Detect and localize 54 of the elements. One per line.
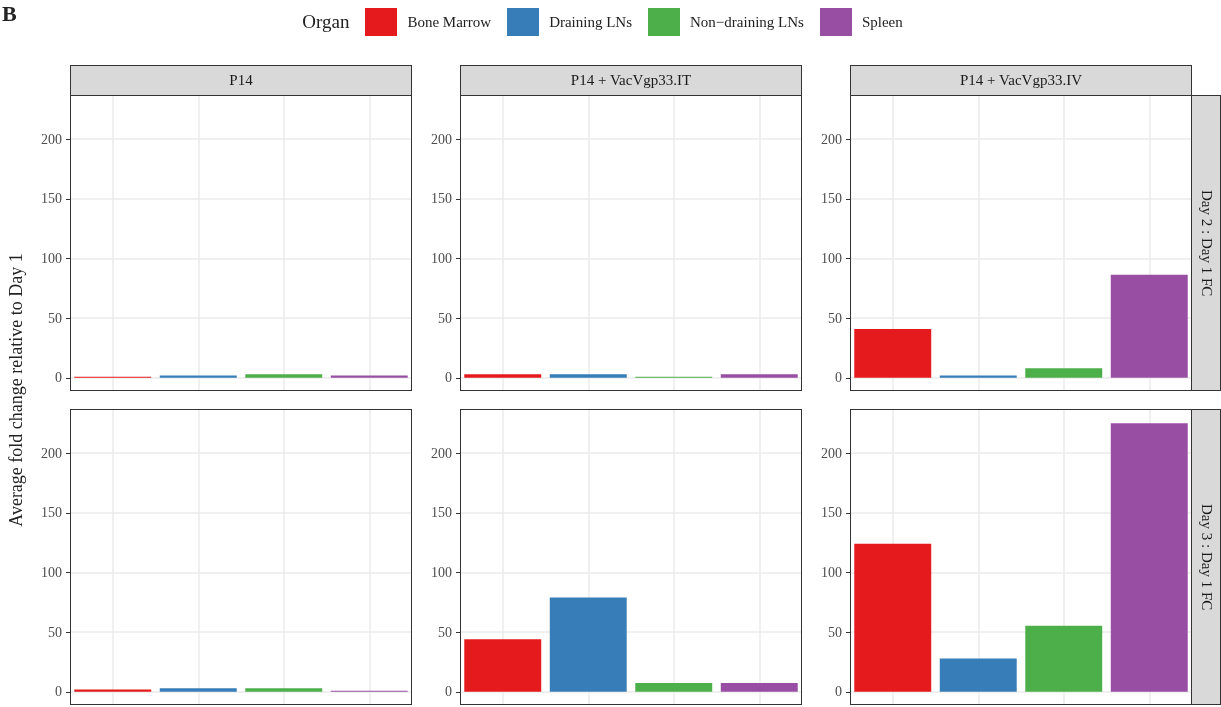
y-tick-label: 0 [55, 370, 62, 386]
y-tick-label: 150 [41, 505, 62, 521]
text: Day 2 : Day 1 FC [1191, 95, 1221, 391]
y-tick-label: 100 [41, 251, 62, 267]
y-tick-label: 150 [41, 191, 62, 207]
text: B [2, 1, 17, 26]
y-tick-label: 50 [438, 624, 452, 640]
y-tick-label: 150 [431, 191, 452, 207]
y-tick-label: 50 [438, 310, 452, 326]
bar [1025, 625, 1103, 692]
y-tick-label: 100 [821, 565, 842, 581]
y-tick-label: 100 [431, 251, 452, 267]
bar [464, 639, 542, 692]
bar [549, 597, 627, 692]
y-tick-label: 200 [821, 131, 842, 147]
bar [720, 682, 798, 692]
bar [939, 375, 1017, 378]
bar [854, 328, 932, 378]
y-tick-label: 100 [821, 251, 842, 267]
chart-title: P14 + VacVgp33.IV [850, 65, 1192, 96]
y-tick-label: 0 [835, 684, 842, 700]
bar [939, 658, 1017, 692]
bar [635, 682, 713, 692]
y-tick-label: 0 [55, 684, 62, 700]
y-tick-label: 100 [431, 565, 452, 581]
text: Day 3 : Day 1 FC [1191, 409, 1221, 705]
y-tick-label: 200 [431, 131, 452, 147]
y-tick-label: 200 [41, 445, 62, 461]
y-tick-label: 150 [821, 191, 842, 207]
y-tick-label: 100 [41, 565, 62, 581]
y-tick-label: 150 [431, 505, 452, 521]
y-tick-label: 0 [445, 684, 452, 700]
chart-title: P14 + VacVgp33.IT [460, 65, 802, 96]
bar [1110, 274, 1188, 378]
y-tick-label: 50 [48, 624, 62, 640]
y-tick-label: 150 [821, 505, 842, 521]
y-tick-label: 200 [821, 445, 842, 461]
bar [1025, 368, 1103, 378]
y-tick-label: 50 [48, 310, 62, 326]
legend-label: Draining LNs [549, 13, 633, 31]
legend-label: Non−draining LNs [690, 13, 804, 31]
y-tick-label: 0 [835, 370, 842, 386]
y-tick-label: 200 [431, 445, 452, 461]
legend-label: Spleen [861, 13, 903, 31]
bar [854, 543, 932, 692]
y-axis-title: Average fold change relative to Day 1 [5, 253, 27, 527]
y-tick-label: 0 [445, 370, 452, 386]
legend-label: Bone Marrow [407, 13, 492, 31]
y-tick-label: 200 [41, 131, 62, 147]
legend-title: Organ [302, 11, 350, 33]
chart-title: P14 [70, 65, 412, 96]
y-tick-label: 50 [828, 310, 842, 326]
y-tick-label: 50 [828, 624, 842, 640]
bar [1110, 423, 1188, 692]
